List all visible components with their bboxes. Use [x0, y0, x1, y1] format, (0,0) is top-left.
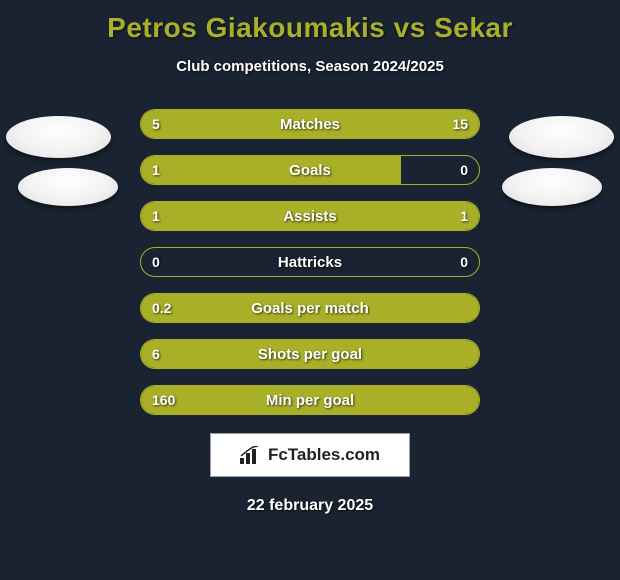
- bar-track: [140, 339, 480, 369]
- bar-track: [140, 109, 480, 139]
- bar-right-fill: [226, 110, 480, 138]
- bar-left-fill: [141, 156, 401, 184]
- stat-row: 515Matches: [140, 109, 480, 139]
- bar-track: [140, 385, 480, 415]
- bar-left-fill: [141, 386, 479, 414]
- page-title: Petros Giakoumakis vs Sekar: [0, 0, 620, 44]
- stat-row: 00Hattricks: [140, 247, 480, 277]
- bar-track: [140, 293, 480, 323]
- bar-left-fill: [141, 340, 479, 368]
- stat-right-value: 1: [460, 201, 468, 231]
- stat-left-value: 6: [152, 339, 160, 369]
- bar-left-fill: [141, 202, 310, 230]
- bar-right-fill: [310, 202, 479, 230]
- stat-right-value: 0: [460, 155, 468, 185]
- player-left-avatar-placeholder-2: [18, 168, 118, 206]
- chart-icon: [240, 446, 262, 464]
- player-right-avatar-placeholder: [509, 116, 614, 158]
- date-label: 22 february 2025: [0, 497, 620, 515]
- bar-track: [140, 155, 480, 185]
- stat-right-value: 0: [460, 247, 468, 277]
- stat-row: 10Goals: [140, 155, 480, 185]
- subtitle: Club competitions, Season 2024/2025: [0, 58, 620, 75]
- bar-track: [140, 247, 480, 277]
- stat-left-value: 160: [152, 385, 175, 415]
- bar-left-fill: [141, 294, 479, 322]
- stat-row: 11Assists: [140, 201, 480, 231]
- logo-text: FcTables.com: [268, 445, 380, 465]
- stat-row: 0.2Goals per match: [140, 293, 480, 323]
- stat-left-value: 5: [152, 109, 160, 139]
- stat-left-value: 1: [152, 155, 160, 185]
- logo-box: FcTables.com: [210, 433, 410, 477]
- stat-left-value: 0.2: [152, 293, 171, 323]
- stat-row: 160Min per goal: [140, 385, 480, 415]
- player-left-avatar-placeholder: [6, 116, 111, 158]
- stats-container: 515Matches10Goals11Assists00Hattricks0.2…: [0, 109, 620, 415]
- stat-right-value: 15: [452, 109, 468, 139]
- stat-left-value: 0: [152, 247, 160, 277]
- stat-left-value: 1: [152, 201, 160, 231]
- stat-row: 6Shots per goal: [140, 339, 480, 369]
- player-right-avatar-placeholder-2: [502, 168, 602, 206]
- bar-track: [140, 201, 480, 231]
